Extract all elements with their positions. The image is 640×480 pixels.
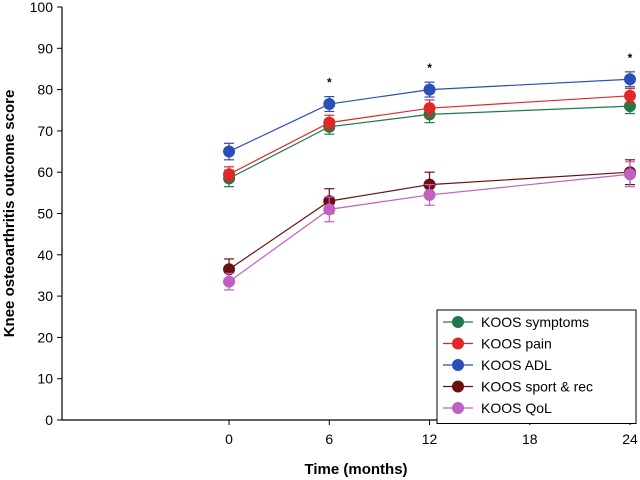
- x-axis-ticks: 0 6 12 18 24: [225, 420, 638, 447]
- y-axis-ticks: 0 10 20 30 40 50 60 70 80 90 100: [30, 0, 62, 428]
- series-line: [228, 95, 631, 175]
- legend-item: KOOS sport & rec: [443, 379, 593, 395]
- y-tick-label: 30: [37, 288, 53, 304]
- legend-label: KOOS pain: [481, 336, 552, 352]
- significance-asterisk: *: [327, 76, 332, 90]
- legend-label: KOOS ADL: [481, 357, 552, 373]
- legend-label: KOOS sport & rec: [481, 379, 593, 395]
- series-koos-pain: [223, 87, 636, 183]
- series-line: [228, 78, 631, 153]
- y-tick-label: 100: [30, 0, 54, 15]
- y-tick-label: 40: [37, 247, 53, 263]
- x-axis-label: Time (months): [304, 461, 407, 478]
- legend-swatch-marker: [452, 359, 464, 371]
- data-point: [223, 275, 236, 288]
- x-tick-label: 12: [422, 431, 438, 447]
- y-tick-label: 60: [37, 164, 53, 180]
- y-tick-label: 20: [37, 329, 53, 345]
- y-tick-label: 10: [37, 371, 53, 387]
- y-tick-label: 0: [45, 412, 53, 428]
- series-line: [228, 105, 631, 179]
- legend-item: KOOS pain: [443, 336, 552, 352]
- legend-swatch-marker: [452, 316, 464, 328]
- legend-label: KOOS QoL: [481, 400, 552, 416]
- y-axis-label: Knee osteoarthritis outcome score: [1, 90, 18, 338]
- series-koos-qol: [223, 161, 636, 291]
- legend: KOOS symptoms KOOS pain KOOS ADL KOOS sport…: [436, 309, 637, 424]
- y-tick-label: 90: [37, 40, 53, 56]
- data-point: [223, 263, 236, 276]
- data-point: [323, 116, 336, 129]
- x-tick-label: 24: [622, 431, 638, 447]
- legend-label: KOOS symptoms: [481, 314, 589, 330]
- legend-box: [436, 309, 637, 424]
- y-tick-label: 50: [37, 206, 53, 222]
- significance-markers: * * *: [327, 51, 633, 90]
- data-point: [624, 168, 636, 181]
- x-tick-label: 6: [325, 431, 333, 447]
- legend-item: KOOS ADL: [443, 357, 552, 373]
- series-koos-adl: [223, 71, 636, 161]
- legend-item: KOOS symptoms: [443, 314, 589, 330]
- data-point: [423, 188, 436, 201]
- data-point: [624, 89, 636, 102]
- series-koos-sport-rec: [223, 159, 636, 281]
- data-point: [223, 145, 236, 158]
- legend-item: KOOS QoL: [443, 400, 552, 416]
- significance-asterisk: *: [427, 61, 432, 75]
- data-point: [323, 203, 336, 216]
- y-tick-label: 80: [37, 82, 53, 98]
- legend-swatch-marker: [452, 402, 464, 414]
- legend-swatch-marker: [452, 337, 464, 350]
- x-tick-label: 18: [522, 431, 538, 447]
- x-tick-label: 0: [225, 431, 233, 447]
- series-line: [228, 173, 631, 283]
- data-point: [423, 102, 436, 115]
- y-tick-label: 70: [37, 123, 53, 139]
- legend-swatch-marker: [452, 380, 464, 393]
- data-point: [223, 168, 236, 181]
- series-line: [228, 171, 631, 270]
- series-layer: [223, 71, 636, 291]
- data-point: [624, 73, 636, 86]
- data-point: [423, 83, 436, 96]
- significance-asterisk: *: [628, 51, 633, 65]
- data-point: [323, 98, 336, 111]
